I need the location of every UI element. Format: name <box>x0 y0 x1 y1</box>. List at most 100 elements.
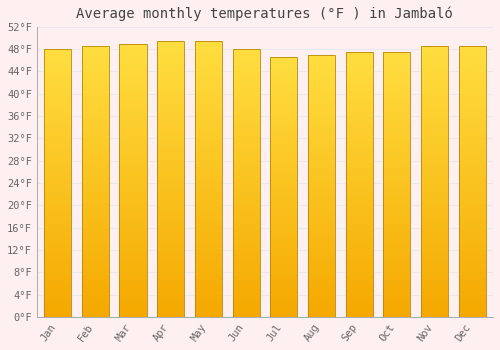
Bar <box>458 225 486 227</box>
Bar <box>157 142 184 144</box>
Bar <box>82 182 109 183</box>
Bar <box>157 76 184 78</box>
Bar <box>346 84 373 85</box>
Bar <box>157 219 184 221</box>
Bar <box>308 153 335 154</box>
Bar <box>44 249 71 251</box>
Bar <box>232 78 260 79</box>
Bar <box>82 230 109 232</box>
Bar <box>270 89 297 90</box>
Bar <box>120 293 146 295</box>
Bar <box>82 140 109 142</box>
Bar <box>44 203 71 204</box>
Bar <box>270 151 297 153</box>
Bar <box>82 295 109 297</box>
Bar <box>308 142 335 144</box>
Bar <box>44 139 71 140</box>
Bar <box>308 195 335 196</box>
Bar <box>232 178 260 180</box>
Bar <box>270 104 297 106</box>
Bar <box>232 276 260 278</box>
Bar <box>120 127 146 129</box>
Bar <box>232 238 260 240</box>
Bar <box>232 67 260 69</box>
Bar <box>232 192 260 194</box>
Bar <box>195 87 222 89</box>
Bar <box>120 288 146 290</box>
Bar <box>458 100 486 102</box>
Bar <box>270 217 297 218</box>
Bar <box>232 119 260 120</box>
Bar <box>308 279 335 280</box>
Bar <box>270 267 297 269</box>
Bar <box>458 176 486 178</box>
Bar <box>421 169 448 171</box>
Bar <box>421 310 448 312</box>
Bar <box>157 172 184 173</box>
Bar <box>232 264 260 265</box>
Bar <box>421 108 448 110</box>
Bar <box>421 59 448 61</box>
Bar <box>120 131 146 133</box>
Bar <box>120 98 146 100</box>
Bar <box>421 198 448 200</box>
Bar <box>157 234 184 236</box>
Bar <box>157 111 184 113</box>
Bar <box>308 111 335 112</box>
Bar <box>120 106 146 107</box>
Bar <box>308 137 335 139</box>
Bar <box>195 201 222 203</box>
Bar <box>195 212 222 214</box>
Bar <box>82 117 109 119</box>
Bar <box>421 283 448 285</box>
Bar <box>44 214 71 215</box>
Bar <box>195 243 222 245</box>
Bar <box>308 203 335 205</box>
Bar <box>195 59 222 61</box>
Bar <box>308 263 335 265</box>
Bar <box>120 96 146 98</box>
Bar <box>308 186 335 188</box>
Bar <box>458 239 486 241</box>
Bar <box>270 61 297 63</box>
Bar <box>421 57 448 59</box>
Bar <box>157 153 184 155</box>
Bar <box>308 126 335 128</box>
Bar <box>195 46 222 48</box>
Bar <box>232 267 260 269</box>
Bar <box>232 110 260 112</box>
Bar <box>458 238 486 239</box>
Bar <box>82 46 109 48</box>
Bar <box>82 115 109 117</box>
Bar <box>82 171 109 173</box>
Bar <box>421 196 448 198</box>
Bar <box>232 235 260 237</box>
Bar <box>157 280 184 282</box>
Bar <box>270 215 297 217</box>
Bar <box>120 120 146 122</box>
Bar <box>346 238 373 239</box>
Bar <box>120 248 146 250</box>
Bar <box>308 84 335 86</box>
Bar <box>421 187 448 189</box>
Bar <box>120 80 146 82</box>
Bar <box>458 222 486 223</box>
Bar <box>157 238 184 240</box>
Bar <box>232 89 260 90</box>
Bar <box>458 142 486 144</box>
Bar <box>421 303 448 304</box>
Bar <box>232 288 260 290</box>
Bar <box>421 61 448 63</box>
Bar <box>346 89 373 91</box>
Bar <box>195 206 222 208</box>
Bar <box>120 104 146 106</box>
Bar <box>421 250 448 252</box>
Bar <box>195 273 222 275</box>
Bar <box>421 117 448 119</box>
Bar <box>195 308 222 310</box>
Bar <box>346 184 373 186</box>
Bar <box>270 284 297 286</box>
Bar <box>195 208 222 210</box>
Bar <box>157 203 184 205</box>
Bar <box>232 271 260 272</box>
